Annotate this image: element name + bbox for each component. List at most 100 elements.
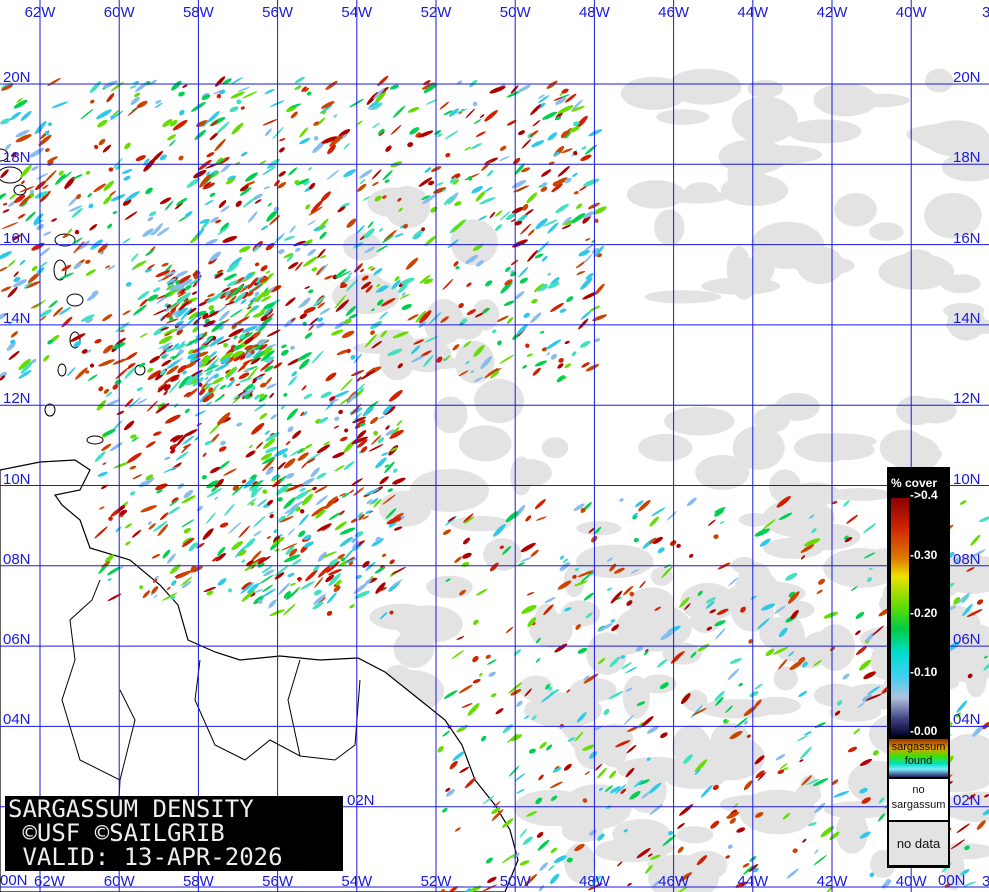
sargassum-streak: [278, 582, 291, 596]
cloud-patch: [786, 119, 862, 144]
sargassum-streak: [461, 561, 470, 567]
sargassum-streak: [577, 570, 594, 578]
sargassum-streak: [218, 200, 227, 208]
sargassum-streak: [502, 818, 514, 828]
sargassum-streak: [389, 429, 404, 439]
sargassum-streak: [171, 80, 182, 91]
sargassum-streak: [976, 820, 986, 830]
sargassum-streak: [423, 355, 434, 368]
sargassum-streak: [20, 164, 32, 178]
sargassum-streak: [950, 839, 966, 850]
sargassum-streak: [577, 647, 588, 654]
sargassum-streak: [147, 367, 154, 373]
sargassum-streak: [263, 289, 271, 297]
sargassum-streak: [551, 183, 563, 193]
sargassum-streak: [294, 247, 301, 252]
sargassum-streak: [185, 316, 197, 327]
sargassum-streak: [320, 191, 331, 202]
sargassum-streak: [199, 390, 212, 403]
sargassum-streak: [569, 126, 580, 133]
sargassum-streak: [43, 355, 50, 362]
sargassum-streak: [221, 287, 231, 293]
sargassum-streak: [292, 430, 302, 439]
sargassum-streak: [956, 700, 968, 713]
sargassum-streak: [559, 562, 571, 571]
sargassum-streak: [339, 283, 348, 289]
sargassum-streak: [165, 348, 172, 353]
sargassum-streak: [316, 117, 326, 126]
legend-color-bar: [891, 498, 909, 736]
sargassum-streak: [24, 281, 41, 289]
sargassum-streak: [744, 720, 748, 725]
sargassum-streak: [217, 578, 227, 586]
sargassum-streak: [340, 378, 353, 391]
sargassum-streak: [139, 333, 148, 338]
sargassum-streak: [489, 211, 496, 219]
sargassum-streak: [254, 394, 261, 400]
sargassum-streak: [217, 305, 228, 313]
sargassum-streak: [166, 359, 180, 370]
sargassum-streak: [259, 276, 269, 283]
sargassum-streak: [478, 215, 488, 221]
sargassum-streak: [206, 590, 214, 596]
sargassum-streak: [789, 661, 803, 671]
sargassum-streak: [336, 270, 352, 279]
sargassum-streak: [168, 278, 177, 282]
sargassum-streak: [338, 128, 351, 138]
sargassum-streak: [62, 171, 72, 180]
sargassum-streak: [71, 237, 83, 246]
sargassum-streak: [334, 416, 340, 421]
sargassum-streak: [101, 484, 108, 490]
sargassum-streak: [358, 514, 365, 521]
sargassum-streak: [464, 173, 480, 181]
sargassum-streak: [370, 330, 375, 336]
sargassum-streak: [169, 316, 174, 321]
sargassum-streak: [211, 320, 225, 333]
sargassum-streak: [707, 519, 716, 527]
sargassum-streak: [344, 428, 349, 433]
sargassum-streak: [327, 144, 336, 155]
sargassum-streak: [339, 536, 353, 547]
sargassum-streak: [300, 411, 305, 417]
sargassum-streak: [317, 551, 327, 562]
sargassum-streak: [306, 91, 312, 96]
sargassum-streak: [571, 105, 585, 112]
sargassum-streak: [398, 207, 403, 212]
sargassum-streak: [277, 497, 283, 502]
sargassum-streak: [163, 328, 178, 335]
sargassum-streak: [505, 266, 511, 273]
sargassum-streak: [227, 588, 232, 593]
sargassum-streak: [679, 804, 694, 816]
sargassum-streak: [482, 307, 490, 314]
latitude-label: 16N: [3, 229, 31, 247]
cloud-patch: [813, 439, 875, 461]
sargassum-streak: [168, 139, 176, 147]
longitude-label: 58W: [182, 873, 214, 890]
sargassum-streak: [159, 197, 172, 205]
sargassum-streak: [323, 441, 330, 446]
sargassum-streak: [264, 128, 272, 137]
sargassum-streak: [155, 270, 171, 278]
sargassum-streak: [522, 836, 533, 845]
sargassum-streak: [204, 440, 213, 446]
sargassum-streak: [465, 108, 476, 119]
sargassum-streak: [594, 218, 599, 223]
sargassum-streak: [856, 645, 868, 655]
cloud-patch: [726, 246, 752, 292]
sargassum-streak: [124, 367, 136, 379]
sargassum-streak: [241, 581, 252, 590]
sargassum-streak: [553, 177, 568, 186]
sargassum-streak: [25, 211, 36, 222]
sargassum-streak: [355, 383, 365, 393]
sargassum-streak: [307, 248, 317, 256]
sargassum-streak: [153, 308, 168, 316]
sargassum-streak: [132, 474, 143, 480]
sargassum-streak: [510, 689, 522, 696]
sargassum-streak: [313, 121, 320, 126]
sargassum-streak: [62, 233, 70, 238]
sargassum-streak: [205, 376, 209, 381]
sargassum-streak: [103, 388, 110, 394]
sargassum-streak: [398, 283, 408, 293]
sargassum-streak: [317, 565, 331, 578]
